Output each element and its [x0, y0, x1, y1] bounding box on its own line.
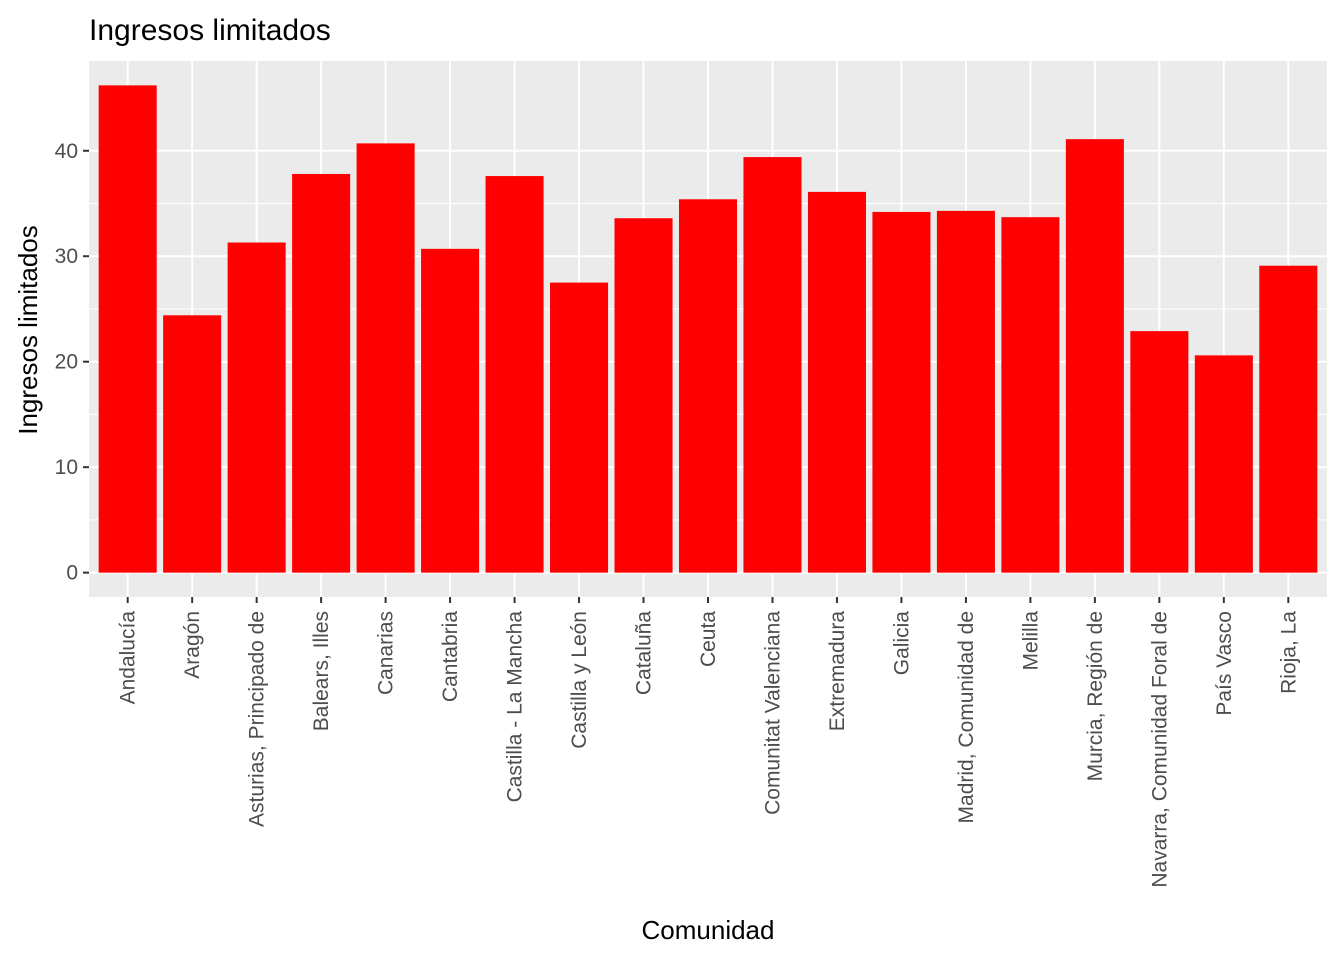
bar	[743, 157, 802, 573]
bar	[550, 282, 609, 573]
bar	[872, 211, 931, 573]
x-tick-label: Comunitat Valenciana	[761, 611, 784, 815]
x-axis: Andalucía Aragón Asturias, Principado de Ba…	[117, 597, 1300, 888]
bar	[1130, 331, 1189, 573]
bars	[98, 85, 1318, 573]
bar	[614, 218, 673, 573]
y-tick-label: 30	[55, 245, 78, 268]
x-tick-label: Canarias	[375, 611, 398, 695]
chart-title: Ingresos limitados	[89, 14, 331, 47]
bar	[356, 143, 415, 573]
x-tick-label: Andalucía	[117, 611, 140, 705]
x-tick-label: Extremadura	[826, 611, 849, 732]
x-tick-label: Balears, Illes	[310, 611, 333, 731]
x-tick-label: País Vasco	[1213, 611, 1236, 716]
y-tick-label: 10	[55, 456, 78, 479]
bar	[1194, 355, 1253, 573]
x-tick-label: Rioja, La	[1277, 611, 1300, 694]
x-axis-title: Comunidad	[642, 915, 775, 945]
bar	[227, 242, 286, 573]
bar	[292, 173, 351, 573]
bar	[1259, 265, 1318, 573]
bar	[163, 315, 222, 573]
bar	[485, 176, 544, 573]
x-tick-label: Melilla	[1019, 611, 1042, 671]
bar	[1001, 217, 1060, 573]
x-tick-label: Madrid, Comunidad de	[955, 611, 978, 823]
y-axis: 0 10 20 30 40	[55, 140, 89, 585]
x-tick-label: Ceuta	[697, 611, 720, 667]
x-tick-label: Cantabria	[439, 611, 462, 702]
x-tick-label: Galicia	[890, 611, 913, 676]
y-tick-label: 20	[55, 351, 78, 374]
x-tick-label: Navarra, Comunidad Foral de	[1148, 611, 1171, 888]
bar	[1065, 139, 1124, 573]
bar	[678, 199, 738, 573]
y-axis-title: Ingresos limitados	[13, 225, 43, 435]
x-tick-label: Castilla - La Mancha	[504, 611, 527, 803]
y-tick-label: 40	[55, 140, 78, 163]
x-tick-label: Murcia, Región de	[1084, 611, 1107, 781]
bar	[807, 191, 866, 573]
y-tick-label: 0	[66, 562, 78, 585]
x-tick-label: Cataluña	[633, 611, 656, 695]
bar	[936, 210, 995, 573]
bar	[421, 248, 480, 573]
bar	[98, 85, 157, 573]
x-tick-label: Asturias, Principado de	[246, 611, 269, 827]
x-tick-label: Castilla y León	[568, 611, 591, 749]
x-tick-label: Aragón	[181, 611, 204, 679]
